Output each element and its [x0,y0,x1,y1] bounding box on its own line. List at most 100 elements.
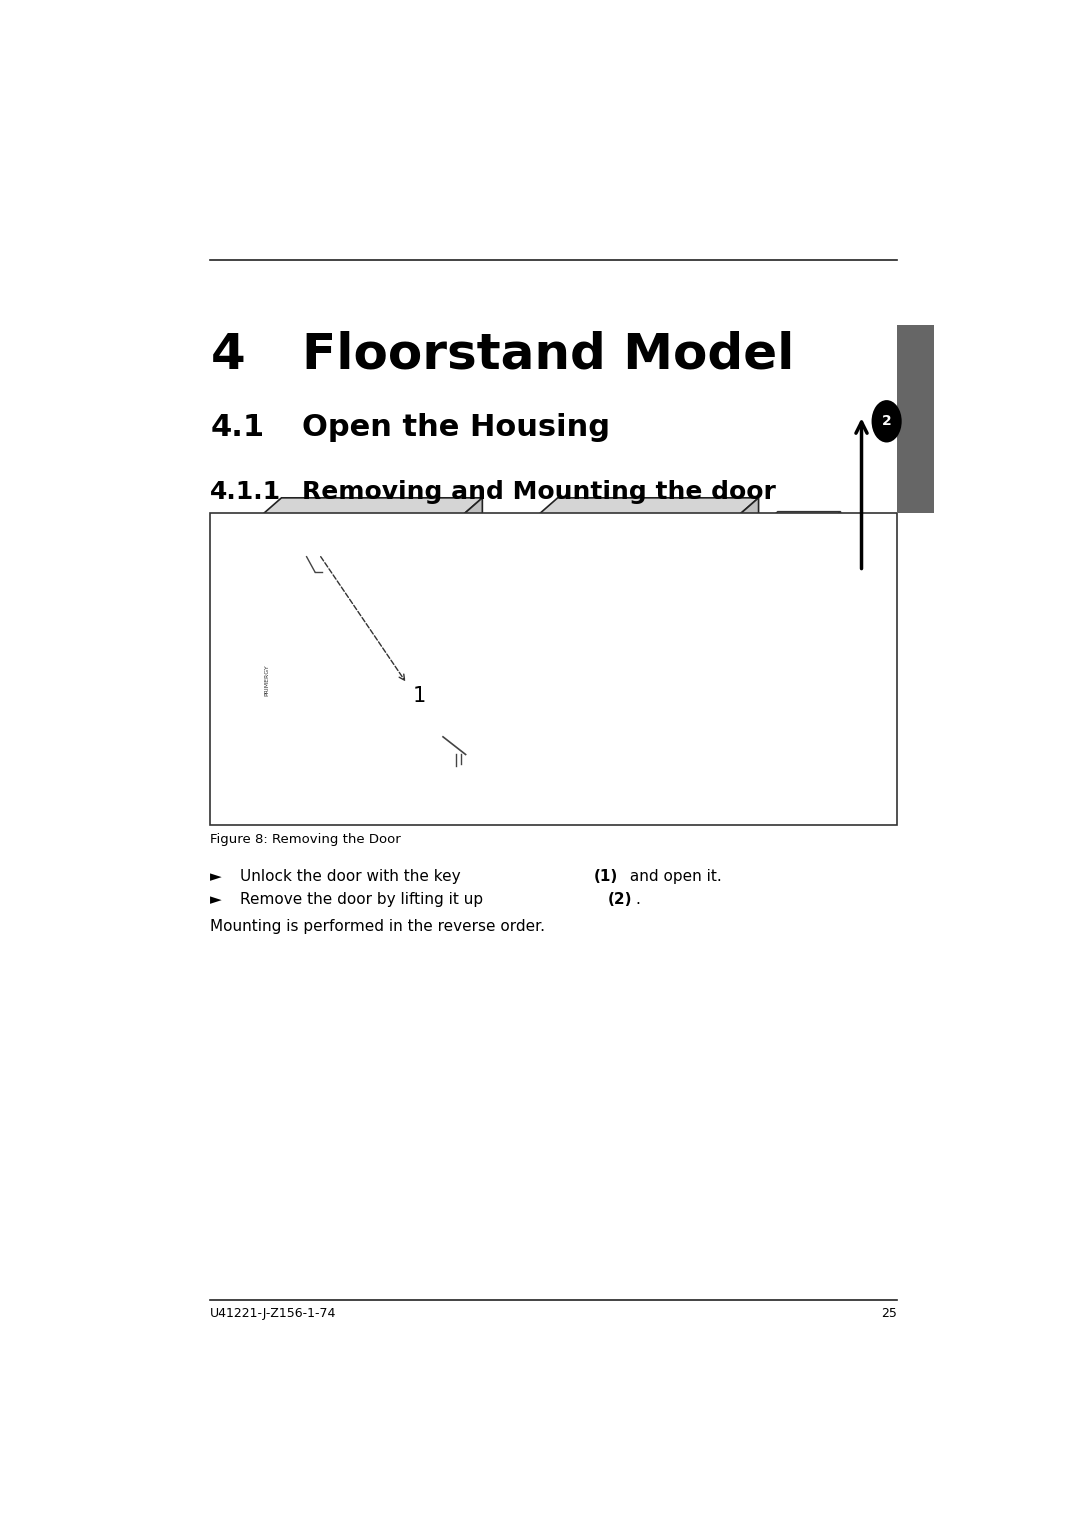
Circle shape [399,610,417,636]
Text: 4: 4 [211,330,245,379]
Bar [762,524,825,807]
Bar [524,752,717,768]
Circle shape [420,726,435,748]
Circle shape [786,558,799,576]
Circle shape [367,742,387,768]
Bar [244,531,289,801]
Circle shape [306,610,324,636]
Circle shape [805,693,818,713]
Ellipse shape [662,797,696,818]
Circle shape [252,563,256,570]
Text: ►: ► [211,868,222,884]
Circle shape [768,586,781,604]
Circle shape [337,676,355,702]
Text: PRIMERGY: PRIMERGY [265,664,270,696]
Circle shape [768,558,781,576]
Polygon shape [521,498,758,531]
Bar [211,514,896,826]
Circle shape [399,742,417,768]
Ellipse shape [387,797,420,818]
Circle shape [337,742,355,768]
Circle shape [271,563,276,570]
Text: .: . [635,893,640,907]
Circle shape [306,642,324,668]
Circle shape [805,612,818,631]
Bar [244,531,445,801]
Circle shape [306,576,324,602]
Circle shape [297,529,316,557]
Circle shape [805,639,818,657]
Text: 4.1.1: 4.1.1 [211,480,282,505]
Text: Remove the door by lifting it up: Remove the door by lifting it up [240,893,488,907]
Circle shape [786,612,799,631]
Polygon shape [762,512,840,524]
Circle shape [768,639,781,657]
Text: Floorstand Model: Floorstand Model [302,330,795,379]
Bar [524,685,717,700]
Circle shape [399,708,417,734]
Bar [524,662,717,677]
Circle shape [337,576,355,602]
Circle shape [786,639,799,657]
Circle shape [399,642,417,668]
Text: Figure 8: Removing the Door: Figure 8: Removing the Door [211,833,401,847]
Circle shape [337,708,355,734]
Ellipse shape [545,797,579,818]
Circle shape [306,676,324,702]
Circle shape [786,720,799,739]
Bar [524,595,717,612]
Bar [521,531,720,801]
Circle shape [786,775,799,794]
Circle shape [367,708,387,734]
Text: ►: ► [211,893,222,907]
Circle shape [306,544,324,570]
Circle shape [261,563,267,570]
Circle shape [768,667,781,685]
Circle shape [872,401,902,442]
Polygon shape [721,498,758,801]
Circle shape [367,576,387,602]
Text: 2: 2 [881,414,891,428]
Text: Open the Housing: Open the Housing [302,413,610,442]
Circle shape [768,693,781,713]
Circle shape [768,775,781,794]
Circle shape [367,676,387,702]
Circle shape [786,586,799,604]
Ellipse shape [269,797,302,818]
Circle shape [399,676,417,702]
Circle shape [306,708,324,734]
Circle shape [367,610,387,636]
Circle shape [768,612,781,631]
Text: 1: 1 [413,685,427,705]
Bar [524,573,717,589]
Text: U41221-J-Z156-1-74: U41221-J-Z156-1-74 [211,1307,337,1320]
Circle shape [367,544,387,570]
Polygon shape [244,498,483,531]
Circle shape [367,642,387,668]
Circle shape [786,667,799,685]
Text: Removing and Mounting the door: Removing and Mounting the door [302,480,777,505]
Circle shape [786,748,799,766]
Circle shape [306,742,324,768]
Text: Mounting is performed in the reverse order.: Mounting is performed in the reverse ord… [211,919,545,934]
Circle shape [786,693,799,713]
Circle shape [337,544,355,570]
Text: 4.1: 4.1 [211,413,265,442]
Circle shape [805,558,818,576]
Bar [896,324,934,514]
Text: and open it.: and open it. [624,868,721,884]
Circle shape [399,544,417,570]
Circle shape [805,667,818,685]
Circle shape [413,716,443,758]
Circle shape [805,748,818,766]
Bar [524,618,717,633]
Bar [691,668,708,690]
Polygon shape [445,498,483,801]
Circle shape [337,642,355,668]
Bar [524,641,717,656]
Bar [524,550,717,566]
Circle shape [768,720,781,739]
Bar [524,775,717,790]
Text: Unlock the door with the key: Unlock the door with the key [240,868,465,884]
Bar [251,578,280,607]
